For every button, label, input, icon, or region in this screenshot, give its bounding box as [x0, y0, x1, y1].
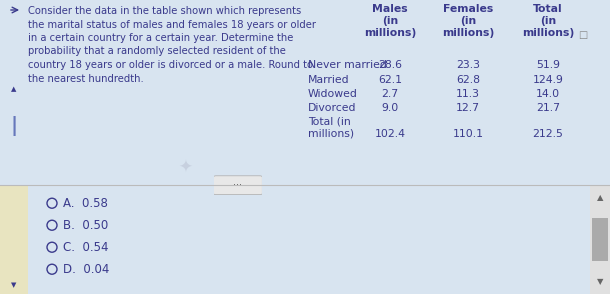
Text: 62.1: 62.1 [378, 75, 402, 85]
Text: Widowed: Widowed [308, 89, 358, 99]
Text: A.  0.58: A. 0.58 [63, 197, 108, 210]
Text: ···: ··· [234, 180, 242, 190]
Text: millions): millions) [308, 129, 354, 139]
Text: ▼: ▼ [597, 277, 603, 286]
Text: D.  0.04: D. 0.04 [63, 263, 109, 276]
Text: (in: (in [382, 16, 398, 26]
Text: 23.3: 23.3 [456, 60, 480, 70]
Text: Never married: Never married [308, 60, 387, 70]
Text: (in: (in [460, 16, 476, 26]
Text: ▲: ▲ [12, 86, 16, 92]
Text: 2.7: 2.7 [381, 89, 398, 99]
Text: Total (in: Total (in [308, 117, 351, 127]
Text: 21.7: 21.7 [536, 103, 560, 113]
Text: Consider the data in the table shown which represents: Consider the data in the table shown whi… [28, 6, 301, 16]
Text: 28.6: 28.6 [378, 60, 402, 70]
Text: 12.7: 12.7 [456, 103, 480, 113]
Text: 51.9: 51.9 [536, 60, 560, 70]
Text: ▼: ▼ [12, 282, 16, 288]
Bar [592, 218, 608, 261]
Text: 212.5: 212.5 [533, 129, 564, 139]
Text: ✦: ✦ [178, 158, 192, 176]
Bar [0, 185, 28, 294]
Text: Females: Females [443, 4, 493, 14]
Text: C.  0.54: C. 0.54 [63, 241, 109, 254]
Text: 11.3: 11.3 [456, 89, 480, 99]
Text: 124.9: 124.9 [533, 75, 564, 85]
Text: Married: Married [308, 75, 350, 85]
Text: the nearest hundredth.: the nearest hundredth. [28, 74, 144, 83]
Text: ▲: ▲ [597, 193, 603, 202]
Bar [590, 185, 610, 294]
Text: probability that a randomly selected resident of the: probability that a randomly selected res… [28, 46, 286, 56]
Text: millions): millions) [442, 28, 494, 38]
Text: in a certain country for a certain year. Determine the: in a certain country for a certain year.… [28, 33, 293, 43]
Text: 102.4: 102.4 [375, 129, 406, 139]
Text: |: | [10, 116, 18, 136]
Text: country 18 years or older is divorced or a male. Round to: country 18 years or older is divorced or… [28, 60, 313, 70]
Text: Total: Total [533, 4, 563, 14]
Text: Males: Males [372, 4, 408, 14]
Text: Divorced: Divorced [308, 103, 356, 113]
FancyBboxPatch shape [214, 176, 262, 195]
Text: 110.1: 110.1 [453, 129, 484, 139]
Text: B.  0.50: B. 0.50 [63, 219, 108, 232]
Text: the marital status of males and females 18 years or older: the marital status of males and females … [28, 19, 316, 29]
Text: 14.0: 14.0 [536, 89, 560, 99]
Text: millions): millions) [364, 28, 416, 38]
Text: (in: (in [540, 16, 556, 26]
Text: 62.8: 62.8 [456, 75, 480, 85]
Text: 9.0: 9.0 [381, 103, 398, 113]
Text: □: □ [578, 30, 587, 40]
Text: millions): millions) [522, 28, 574, 38]
